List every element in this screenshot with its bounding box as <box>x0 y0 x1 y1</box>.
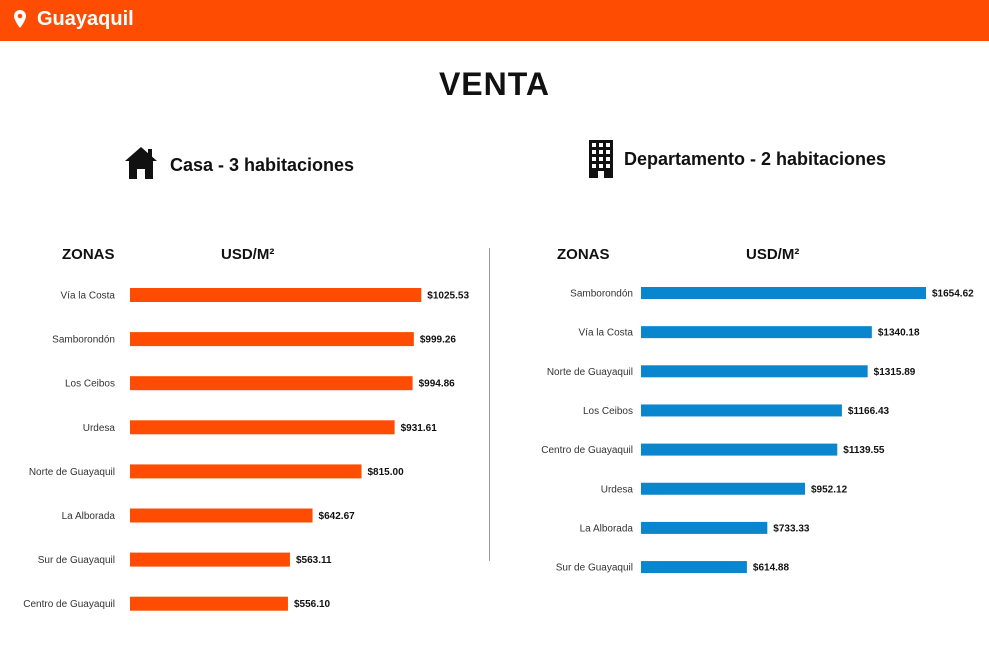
location-label: Guayaquil <box>37 8 134 30</box>
apartment-section-title: Departamento - 2 habitaciones <box>624 149 887 169</box>
house-value-label: $556.10 <box>294 599 331 610</box>
house-price-bar <box>130 376 413 391</box>
apartment-value-label: $733.33 <box>773 523 810 534</box>
apartment-value-label: $1315.89 <box>874 367 916 378</box>
apartment-price-bar <box>641 287 926 299</box>
apartment-price-bar <box>641 521 768 534</box>
right-zones-header: ZONAS <box>557 246 610 263</box>
apartment-category-label: Urdesa <box>601 484 634 495</box>
apartment-price-bar <box>641 404 842 417</box>
apartment-value-label: $1139.55 <box>843 445 885 456</box>
apartment-price-bar <box>641 365 868 378</box>
house-value-label: $1025.53 <box>427 291 469 302</box>
apartment-value-label: $614.88 <box>753 563 790 574</box>
apartment-price-bar <box>641 561 747 574</box>
section-divider <box>489 248 490 561</box>
apartment-category-label: Vía la Costa <box>579 328 634 339</box>
house-price-bar <box>130 464 362 479</box>
apartment-category-label: Norte de Guayaquil <box>547 367 633 378</box>
house-value-label: $999.26 <box>420 335 457 346</box>
house-price-bar <box>130 508 313 523</box>
apartment-category-label: Los Ceibos <box>583 406 633 417</box>
apartment-price-bar <box>641 482 805 495</box>
map-pin-icon <box>14 10 26 28</box>
apartment-category-label: Samborondón <box>570 289 633 300</box>
apartment-category-label: Sur de Guayaquil <box>556 563 633 574</box>
apartment-value-label: $1340.18 <box>878 328 920 339</box>
house-price-bar <box>130 288 422 302</box>
page-title: VENTA <box>438 66 551 102</box>
left-price-header: USD/M² <box>221 246 275 263</box>
house-price-bar <box>130 420 395 435</box>
house-category-label: Centro de Guayaquil <box>23 599 115 610</box>
house-category-label: La Alborada <box>62 511 116 522</box>
house-value-label: $642.67 <box>319 511 356 522</box>
house-value-label: $563.11 <box>296 555 332 566</box>
right-price-header: USD/M² <box>746 246 800 263</box>
house-category-label: Vía la Costa <box>61 291 116 302</box>
house-section-title: Casa - 3 habitaciones <box>170 155 355 175</box>
house-icon <box>125 147 157 179</box>
house-category-label: Norte de Guayaquil <box>29 467 115 478</box>
house-category-label: Samborondón <box>52 335 115 346</box>
apartment-value-label: $1166.43 <box>848 406 890 417</box>
apartment-value-label: $952.12 <box>811 484 848 495</box>
house-value-label: $815.00 <box>368 467 405 478</box>
house-value-label: $931.61 <box>401 423 438 434</box>
house-category-label: Urdesa <box>83 423 116 434</box>
apartment-category-label: Centro de Guayaquil <box>541 445 633 456</box>
apartment-price-bar <box>641 443 838 456</box>
apartment-building-icon <box>589 140 613 178</box>
apartment-value-label: $1654.62 <box>932 289 974 300</box>
apartment-category-label: La Alborada <box>580 523 634 534</box>
house-value-label: $994.86 <box>419 379 456 390</box>
house-price-bar <box>130 332 414 347</box>
left-zones-header: ZONAS <box>62 246 115 263</box>
house-price-bar <box>130 552 290 567</box>
house-category-label: Sur de Guayaquil <box>38 555 115 566</box>
house-price-bar <box>130 596 288 611</box>
house-category-label: Los Ceibos <box>65 379 115 390</box>
header-bar: Guayaquil <box>0 0 989 41</box>
apartment-price-bar <box>641 326 872 339</box>
